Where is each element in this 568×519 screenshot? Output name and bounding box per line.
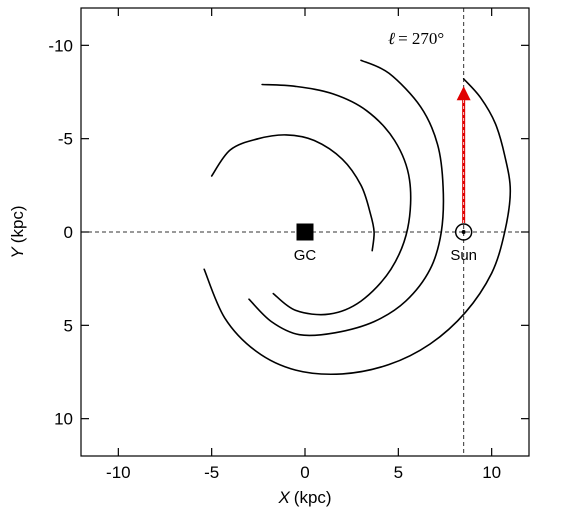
spiral-arm-2 <box>261 83 412 316</box>
y-tick-label: 0 <box>64 223 73 242</box>
gc-marker <box>296 223 314 241</box>
x-axis-variable: X <box>277 488 290 507</box>
x-tick-label: -5 <box>204 463 219 482</box>
axis-tick-labels: -10 -5 0 5 10 -10 -5 0 5 10 <box>48 36 501 482</box>
los-value: = 270° <box>398 29 444 48</box>
x-axis-unit: (kpc) <box>294 488 332 507</box>
marker-label-gc: GC <box>294 247 317 264</box>
los-symbol: ℓ <box>388 29 395 48</box>
markers: GC Sun <box>294 223 477 264</box>
y-tick-label: -5 <box>58 130 73 149</box>
y-tick-label: 10 <box>54 410 73 429</box>
y-axis-unit: (kpc) <box>8 205 27 243</box>
marker-label-sun: Sun <box>450 247 477 264</box>
spiral-arm-4 <box>203 78 512 376</box>
spiral-arm-3 <box>248 59 445 337</box>
sun-marker-dot <box>461 230 466 234</box>
spiral-arms <box>203 59 512 376</box>
x-tick-label: 0 <box>300 463 309 482</box>
axis-ticks <box>81 8 529 456</box>
y-axis-label: Y (kpc) <box>8 205 27 258</box>
spiral-arm-1 <box>210 134 375 252</box>
line-of-sight-label: ℓ = 270° <box>388 29 444 48</box>
y-tick-label: 5 <box>64 316 73 335</box>
y-axis-variable: Y <box>8 246 27 259</box>
y-tick-label: -10 <box>48 36 73 55</box>
arrow-head <box>456 86 471 101</box>
x-tick-label: 10 <box>482 463 501 482</box>
sun-marker-ring <box>454 223 473 241</box>
x-tick-label: -10 <box>106 463 131 482</box>
sun-direction-arrow <box>456 86 471 223</box>
x-axis-label: X (kpc) <box>277 488 331 507</box>
x-tick-label: 5 <box>394 463 403 482</box>
